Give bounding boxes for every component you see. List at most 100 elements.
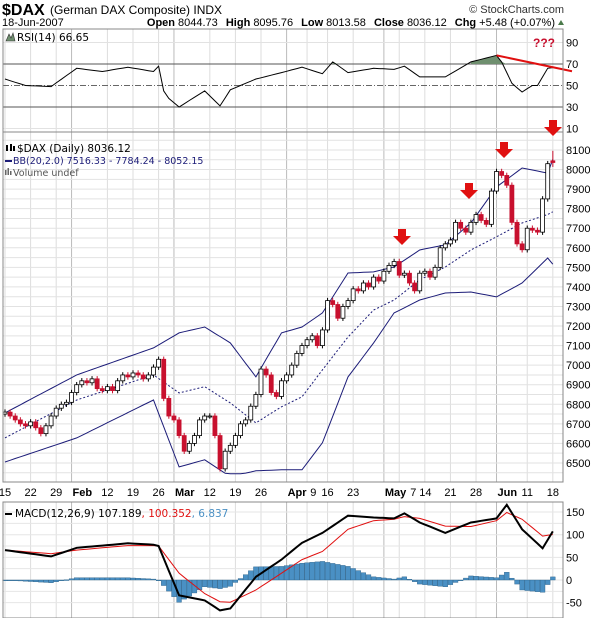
candle-body [2,411,8,415]
annotation-arrows [393,120,562,245]
candle-body [166,398,172,417]
candle [391,258,397,269]
macd-histogram-bar [186,579,192,597]
candle-body [156,358,162,368]
candle-body [294,353,300,366]
macd-histogram-bar [314,561,320,581]
candle [494,168,499,194]
candle-body [253,394,259,407]
candle-body [279,380,284,397]
candle [335,301,341,321]
macd-histogram-bar [483,576,489,581]
macd-histogram-bar [263,566,269,581]
candle-body [432,266,438,278]
macd-frame [2,501,564,618]
candle-body [28,421,34,427]
candle-body [64,401,69,405]
macd-histogram-bar [181,579,187,600]
candle [120,372,126,384]
rsi-trendline [496,54,573,73]
candle-body [540,198,545,233]
candle-body [448,239,453,245]
candle [366,280,371,290]
candle-body [463,227,469,233]
price-tick-label: 7100 [566,341,590,353]
rsi-tick-label: 50 [566,81,578,93]
candle-body [330,300,336,305]
quote-date: 18-Jun-2007 [2,17,64,29]
macd-histogram-bar [202,579,208,587]
macd-histogram-bar [365,574,372,581]
macd-histogram-bar [299,563,305,581]
macd-histogram-bar [452,579,459,583]
candle-body [161,358,167,399]
candle [64,399,69,408]
rsi-question-annotation: ??? [533,36,555,50]
macd-tick-label: 0 [566,575,572,587]
candle [48,413,54,429]
candle-body [299,345,305,354]
macd-histogram-bar [63,579,70,581]
macd-histogram-bar [304,562,310,581]
macd-histogram-bar [145,578,151,581]
mountain-icon [5,32,16,42]
candle [74,381,80,396]
x-tick-label: 7 [410,487,416,499]
candle [140,372,146,382]
rsi-tick-label: 90 [566,38,578,50]
candle-body [17,419,23,425]
price-tick-label: 7500 [566,262,590,274]
x-tick-label: 19 [127,487,139,499]
candle [28,419,34,429]
candle [12,413,18,423]
candle [350,286,356,304]
candle-body [186,442,192,452]
macd-panel [2,503,556,612]
macd-histogram-bar [166,579,172,592]
candle-body [289,364,295,376]
candle [222,448,228,472]
candle [105,383,110,394]
bb-lower-line [4,257,554,475]
price-tick-label: 6800 [566,399,590,411]
macd-histogram-bar [125,577,131,581]
macd-histogram-bar [53,579,59,582]
candle [483,217,489,228]
candle-body [345,300,351,307]
price-tick-label: 7700 [566,223,590,235]
x-tick-label: Apr [288,487,308,499]
x-tick-label: 26 [152,487,164,499]
candle [504,172,510,188]
candle-body [135,372,141,376]
x-tick-label: 23 [347,487,359,499]
macd-histogram-bar [150,578,157,581]
price-tick-label: 7600 [566,243,590,255]
macd-histogram-bar [33,579,39,583]
price-legend: $DAX (Daily) 8036.12 [17,143,131,155]
candle-body [529,227,535,231]
macd-histogram-bar [140,578,146,581]
candle-body [248,405,254,421]
candle-body [519,243,525,251]
macd-histogram-bar [217,579,223,589]
candle [540,196,545,235]
candle [115,378,121,394]
candle [524,225,530,253]
volume-bars-icon [5,168,12,175]
candle [166,395,172,419]
candle-body [120,374,126,382]
candle-body [105,386,110,391]
candle [23,421,28,429]
macd-histogram-bar [94,577,100,581]
macd-histogram-bar [22,579,29,582]
rsi-tick-label: 30 [566,102,578,114]
macd-histogram-bar [406,579,413,581]
candle-body [371,276,377,288]
candle [94,376,100,392]
macd-histogram-bar [371,576,377,581]
x-tick-label: 16 [321,487,333,499]
candle [192,432,197,447]
candle-body [115,380,121,391]
candle-body [145,374,151,380]
